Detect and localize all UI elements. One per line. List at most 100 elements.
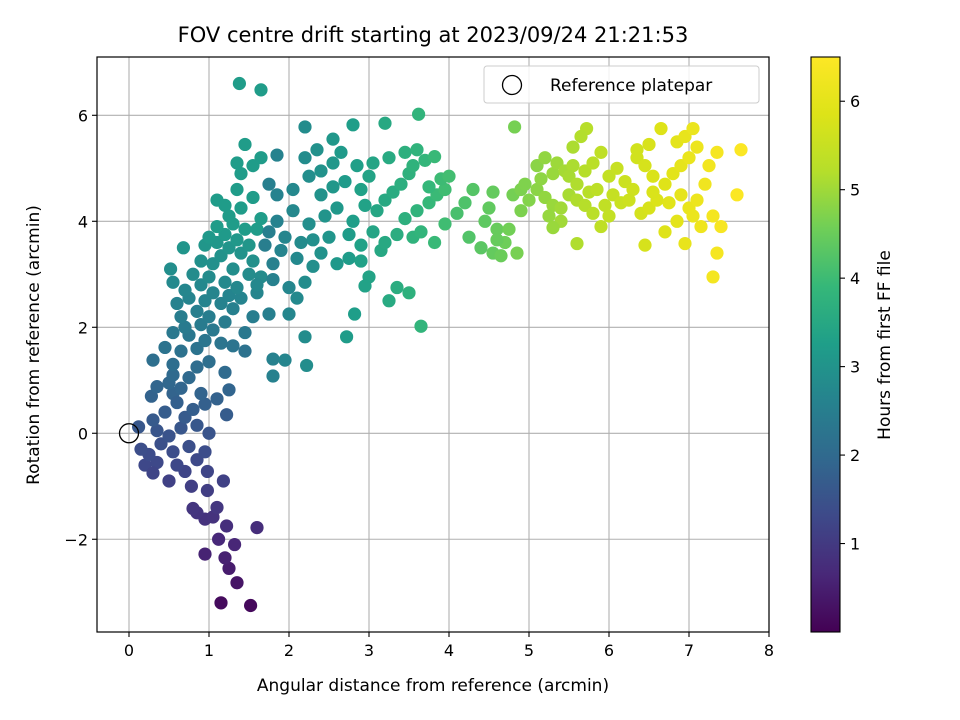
data-point: [662, 196, 676, 210]
data-point: [166, 368, 180, 382]
data-point: [198, 397, 212, 411]
data-point: [478, 214, 492, 228]
data-point: [226, 302, 240, 316]
data-point: [646, 169, 660, 183]
data-point: [522, 193, 536, 207]
data-point: [266, 352, 280, 366]
data-point: [218, 551, 232, 565]
chart-title: FOV centre drift starting at 2023/09/24 …: [178, 23, 689, 47]
data-point: [210, 500, 224, 515]
data-point: [278, 353, 292, 367]
data-point: [290, 291, 304, 305]
data-point: [354, 182, 368, 197]
data-point: [394, 177, 408, 191]
data-point: [354, 238, 368, 252]
data-point: [710, 145, 724, 159]
data-point: [458, 196, 472, 210]
x-tick-label: 6: [604, 641, 614, 660]
data-point: [226, 339, 240, 353]
x-tick-label: 2: [284, 641, 294, 660]
data-point: [334, 145, 348, 159]
y-tick-label: 0: [78, 424, 88, 443]
data-point: [150, 424, 164, 438]
data-point: [174, 310, 188, 324]
data-point: [202, 355, 216, 369]
data-point: [166, 325, 180, 340]
y-axis-ticks: −2 0 2 4 6: [64, 106, 97, 549]
data-point: [234, 201, 248, 215]
data-point: [406, 159, 420, 173]
data-point: [694, 219, 708, 234]
data-point: [246, 159, 260, 173]
data-point: [158, 340, 172, 355]
data-point: [340, 330, 354, 344]
data-point: [442, 169, 456, 183]
data-point: [422, 180, 436, 194]
data-point: [220, 519, 234, 533]
data-point: [578, 198, 592, 212]
data-point: [144, 389, 158, 403]
data-point: [206, 323, 220, 337]
data-point: [486, 185, 500, 199]
data-point: [170, 458, 184, 472]
data-point: [342, 251, 356, 265]
data-point: [706, 209, 720, 223]
data-point: [348, 307, 362, 321]
data-point: [274, 243, 288, 258]
data-point: [618, 174, 632, 189]
y-axis-label: Rotation from reference (arcmin): [24, 205, 44, 485]
data-points: [132, 76, 748, 613]
data-point: [190, 418, 204, 432]
data-point: [638, 159, 652, 173]
data-point: [250, 520, 264, 535]
data-point: [186, 267, 200, 281]
data-point: [370, 204, 384, 218]
y-tick-label: 2: [78, 318, 88, 337]
reference-platepar-marker: [118, 423, 140, 444]
data-point: [402, 286, 416, 300]
data-point: [164, 262, 178, 276]
data-point: [386, 185, 400, 199]
colorbar-label: Hours from first FF file: [875, 250, 895, 440]
x-tick-label: 0: [124, 641, 134, 660]
data-point: [200, 464, 214, 479]
data-point: [414, 225, 428, 239]
data-point: [194, 386, 208, 401]
data-point: [482, 201, 496, 215]
data-point: [538, 190, 552, 205]
data-point: [230, 182, 244, 197]
data-point: [690, 140, 704, 154]
data-point: [214, 296, 228, 311]
data-point: [186, 402, 200, 417]
data-point: [212, 532, 226, 546]
data-point: [230, 156, 244, 170]
data-point: [222, 383, 236, 397]
data-point: [438, 182, 452, 197]
data-point: [630, 143, 644, 157]
data-point: [642, 201, 656, 215]
data-point: [686, 121, 700, 136]
data-point: [606, 188, 620, 202]
data-point: [238, 222, 252, 236]
data-point: [586, 206, 600, 220]
data-point: [202, 230, 216, 244]
data-point: [166, 357, 180, 371]
data-point: [278, 230, 292, 244]
data-point: [382, 294, 396, 308]
data-point: [202, 270, 216, 284]
data-point: [300, 358, 314, 373]
data-point: [178, 410, 192, 424]
data-point: [232, 76, 246, 91]
data-point: [246, 254, 260, 268]
data-point: [530, 182, 544, 197]
data-point: [298, 120, 312, 134]
colorbar: 1 2 3 4 5 6 Hours from first FF file: [810, 56, 895, 633]
data-point: [590, 182, 604, 197]
data-point: [450, 206, 464, 220]
data-point: [206, 286, 220, 300]
data-point: [658, 177, 672, 191]
data-point: [410, 143, 424, 157]
data-point: [298, 275, 312, 289]
data-point: [670, 214, 684, 228]
colorbar-tick-label: 5: [850, 181, 860, 200]
